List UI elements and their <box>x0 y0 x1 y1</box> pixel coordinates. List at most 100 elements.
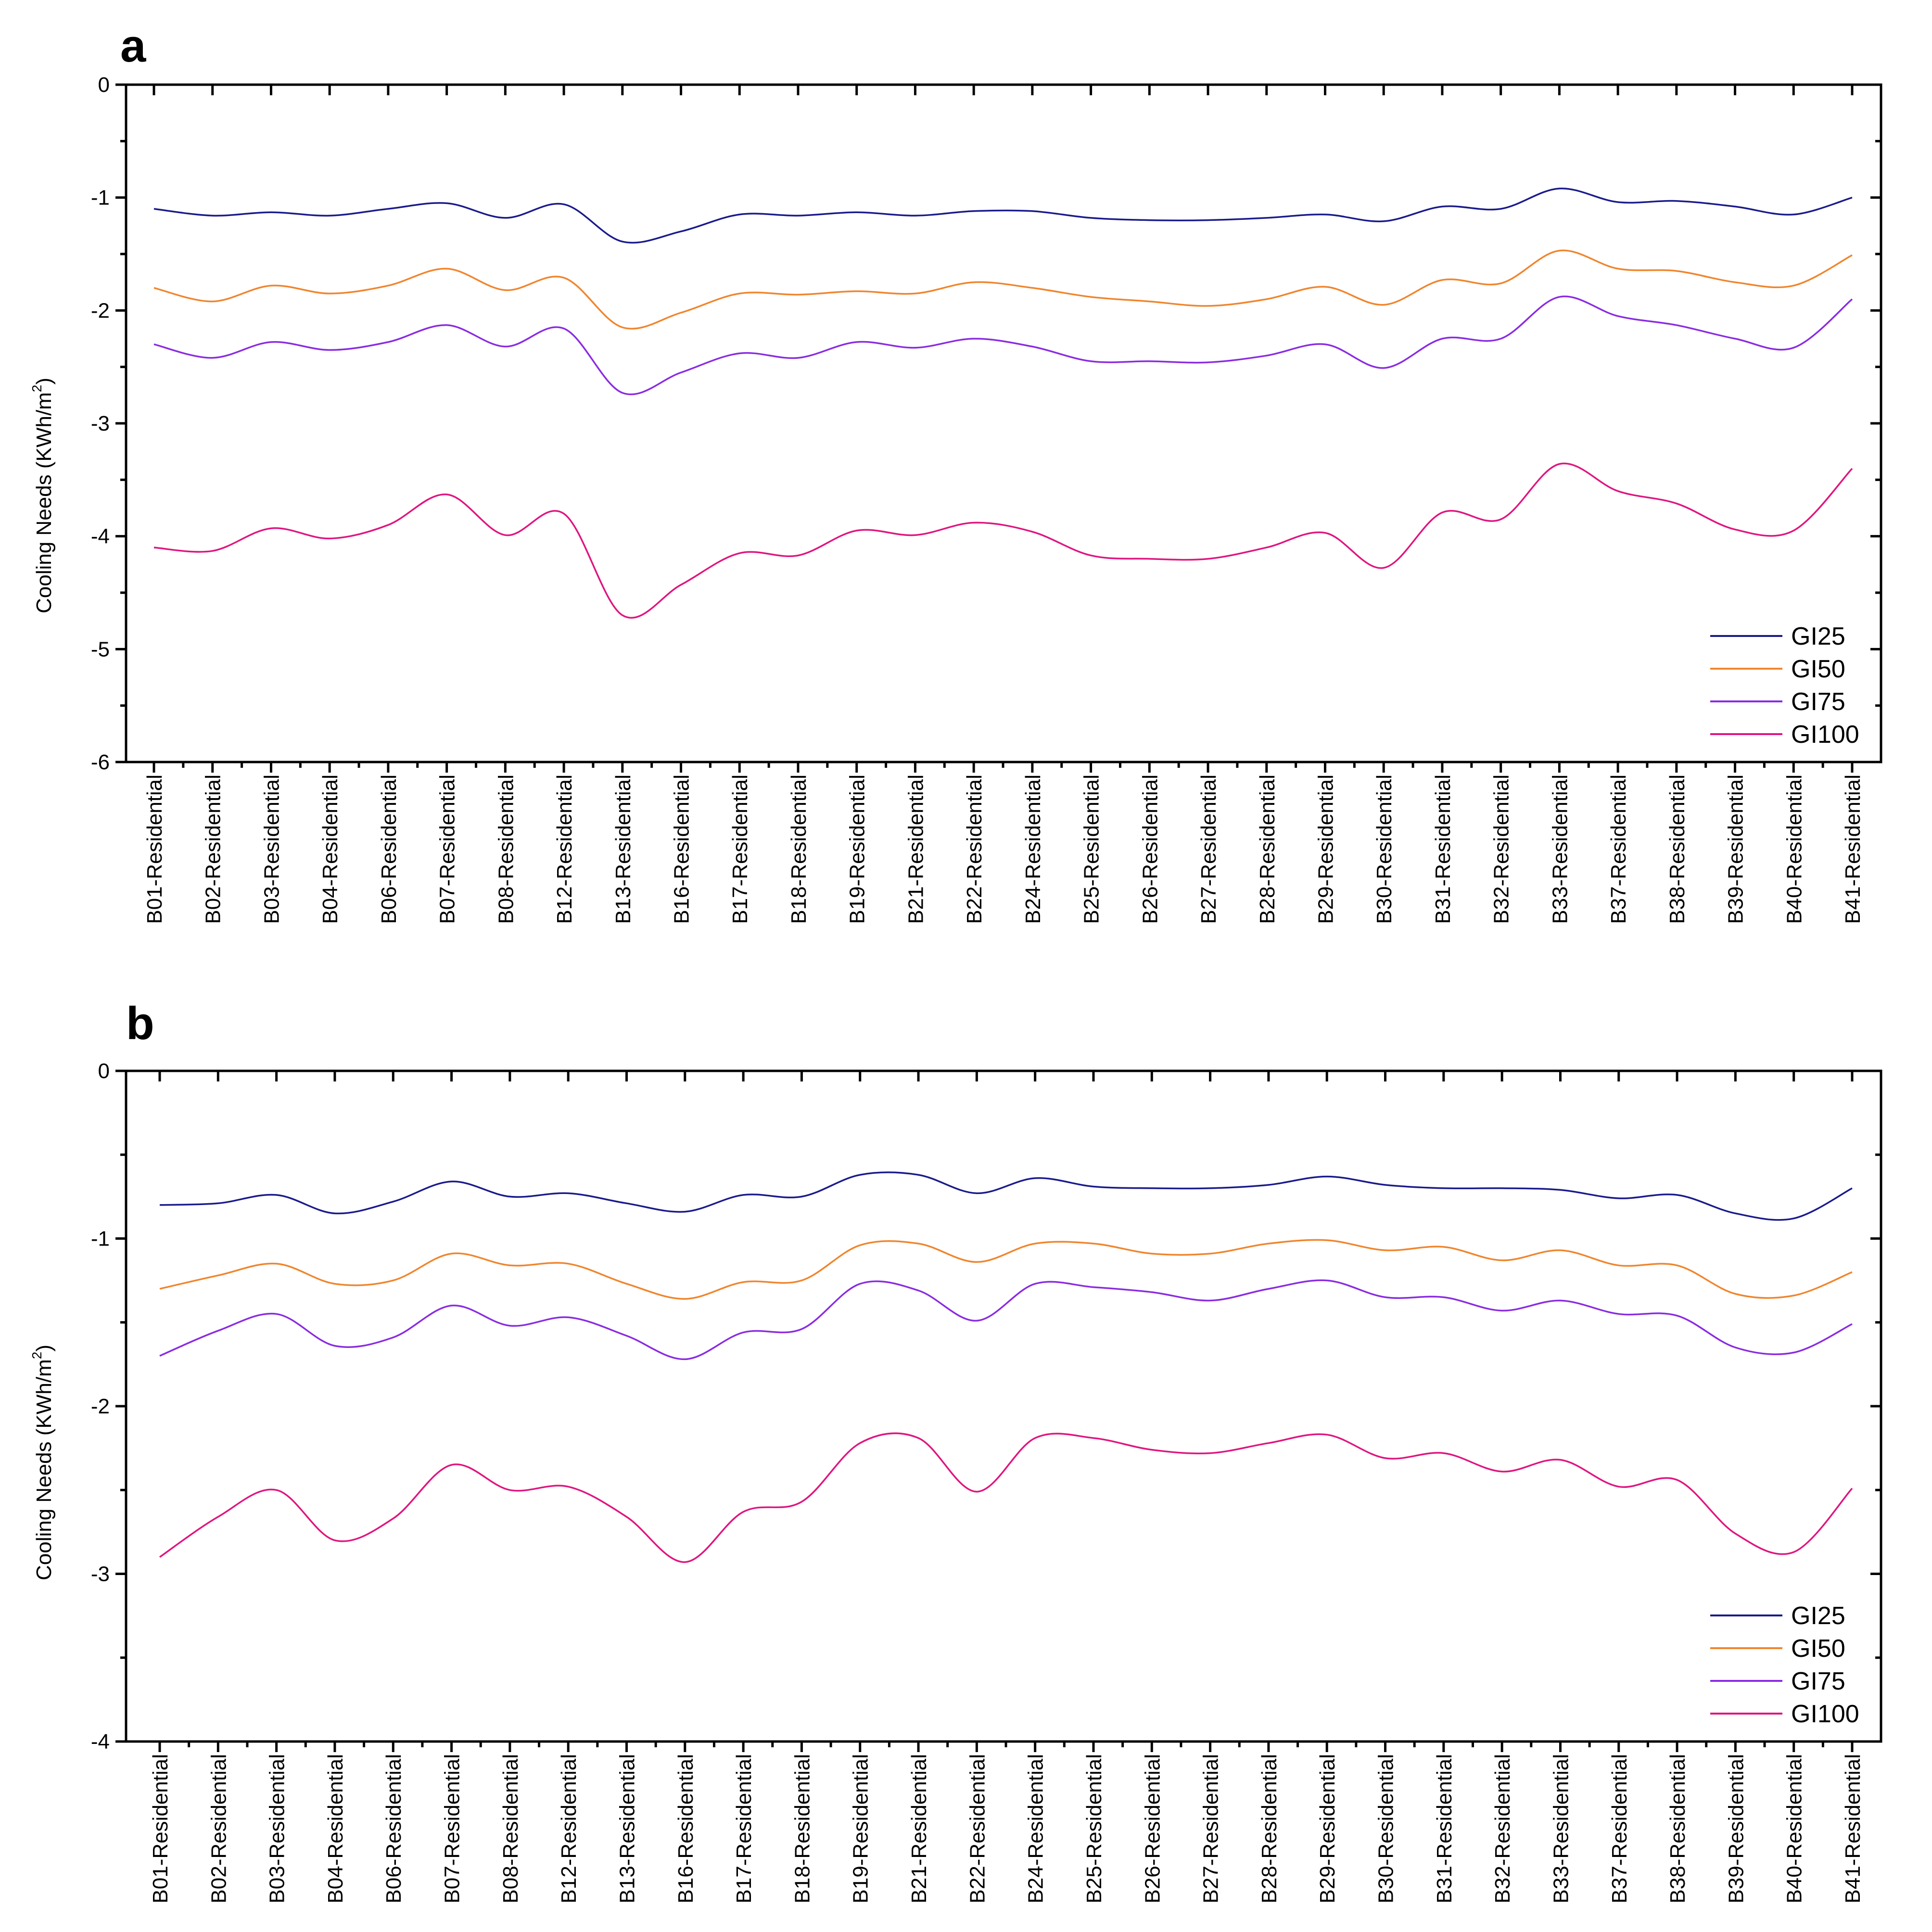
panel-a-x-tick-label: B06-Residential <box>377 775 401 924</box>
panel-b-series-gi100-line <box>159 1432 1853 1563</box>
panel-b-x-tick-label: B18-Residential <box>790 1754 814 1904</box>
panel-b-x-tick-label: B25-Residential <box>1082 1754 1106 1904</box>
panel-b-x-tick-label: B24-Residential <box>1024 1754 1048 1904</box>
panel-a-x-tick-label: B16-Residential <box>670 775 694 924</box>
panel-b-x-tick-label: B16-Residential <box>674 1754 698 1904</box>
panel-b-y-axis-label: Cooling Needs (KWh/m2) <box>29 1345 56 1580</box>
panel-a-x-ticks: B01-Residential B02-Residential B03-Reside… <box>143 85 1865 924</box>
panel-b-x-tick-label: B17-Residential <box>732 1754 756 1904</box>
panel-a-x-tick-label: B30-Residential <box>1373 775 1396 924</box>
panel-a-x-tick-label: B08-Residential <box>494 775 518 924</box>
panel-a-x-tick-label: B41-Residential <box>1841 775 1865 924</box>
panel-b-x-tick-label: B22-Residential <box>966 1754 989 1904</box>
panel-a-x-tick-label: B18-Residential <box>787 775 811 924</box>
panel-a-x-tick-label: B38-Residential <box>1665 775 1689 924</box>
panel-b-x-tick-label: B06-Residential <box>382 1754 406 1904</box>
panel-b-x-tick-label: B08-Residential <box>499 1754 522 1904</box>
panel-a-x-tick-label: B39-Residential <box>1724 775 1748 924</box>
panel-a-legend-label-gi50: GI50 <box>1791 655 1845 683</box>
panel-a-x-tick-label: B32-Residential <box>1490 775 1513 924</box>
panel-a-y-tick-label: -4 <box>91 525 110 548</box>
panel-b-x-tick-label: B12-Residential <box>557 1754 581 1904</box>
panel-a-x-tick-label: B29-Residential <box>1314 775 1337 924</box>
panel-a-x-tick-label: B40-Residential <box>1782 775 1806 924</box>
panel-a-plot-frame <box>125 83 1882 763</box>
panel-b-letter: b <box>126 998 154 1049</box>
panel-b-y-tick-label: -1 <box>91 1227 110 1251</box>
panel-a-x-tick-label: B04-Residential <box>318 775 342 924</box>
panel-b-x-ticks: B01-Residential B02-Residential B03-Reside… <box>149 1071 1865 1904</box>
panel-b: b Cooling Needs (KWh/m2) 0 -1 -2 -3 -4 B01-R… <box>29 998 1882 1904</box>
panel-b-x-tick-label: B04-Residential <box>324 1754 347 1904</box>
panel-b-plot-frame <box>125 1069 1882 1743</box>
panel-b-y-tick-label: -2 <box>91 1395 110 1418</box>
panel-a-x-tick-label: B28-Residential <box>1256 775 1279 924</box>
panel-a-x-tick-label: B12-Residential <box>553 775 576 924</box>
panel-b-x-tick-label: B19-Residential <box>849 1754 873 1904</box>
panel-a-y-tick-label: -6 <box>91 750 110 774</box>
panel-b-y-tick-label: 0 <box>98 1059 110 1083</box>
panel-b-legend-label-gi100: GI100 <box>1791 1700 1859 1728</box>
panel-b-y-tick-label: -4 <box>91 1730 110 1754</box>
panel-a-y-tick-label: 0 <box>98 73 110 97</box>
panel-b-y-axis-label-superscript: 2 <box>29 1352 44 1360</box>
panel-a-letter: a <box>120 20 146 72</box>
panel-b-series-gi25-line <box>159 1171 1853 1221</box>
panel-a-x-tick-label: B19-Residential <box>846 775 869 924</box>
panel-a-legend-label-gi25: GI25 <box>1791 623 1845 650</box>
panel-b-x-tick-label: B29-Residential <box>1316 1754 1339 1904</box>
panel-b-x-tick-label: B38-Residential <box>1666 1754 1690 1904</box>
panel-b-series-gi75-line <box>159 1279 1853 1360</box>
panel-b-x-tick-label: B27-Residential <box>1199 1754 1223 1904</box>
panel-b-x-tick-label: B31-Residential <box>1433 1754 1456 1904</box>
panel-b-x-tick-label: B41-Residential <box>1841 1754 1865 1904</box>
panel-a-legend-label-gi75: GI75 <box>1791 688 1845 716</box>
panel-a-y-tick-label: -1 <box>91 186 110 210</box>
panel-a-x-tick-label: B27-Residential <box>1197 775 1220 924</box>
panel-a-y-tick-label: -3 <box>91 412 110 435</box>
panel-b-x-tick-label: B32-Residential <box>1491 1754 1514 1904</box>
panel-a-series <box>153 188 1853 619</box>
panel-a-legend-label-gi100: GI100 <box>1791 721 1859 749</box>
panel-b-x-tick-label: B13-Residential <box>615 1754 639 1904</box>
panel-a-y-axis-label-close: ) <box>32 378 56 385</box>
panel-b-x-tick-label: B07-Residential <box>441 1754 464 1904</box>
panel-b-legend-label-gi75: GI75 <box>1791 1667 1845 1695</box>
panel-b-legend: GI25 GI50 GI75 GI100 <box>1710 1602 1859 1728</box>
panel-b-series <box>159 1171 1853 1563</box>
panel-a-x-tick-label: B33-Residential <box>1548 775 1572 924</box>
panel-a-x-tick-label: B31-Residential <box>1431 775 1455 924</box>
panel-a-x-tick-label: B03-Residential <box>260 775 283 924</box>
panel-a-x-tick-label: B24-Residential <box>1021 775 1045 924</box>
panel-a-series-gi50-line <box>153 249 1853 330</box>
panel-b-y-axis-label-close: ) <box>32 1345 56 1352</box>
panel-b-x-tick-label: B37-Residential <box>1608 1754 1631 1904</box>
panel-b-y-ticks: 0 -1 -2 -3 -4 <box>91 1059 1881 1754</box>
panel-b-legend-label-gi25: GI25 <box>1791 1602 1845 1630</box>
panel-a-x-tick-label: B13-Residential <box>611 775 635 924</box>
panel-a-legend: GI25 GI50 GI75 GI100 <box>1710 623 1859 749</box>
panel-b-x-tick-label: B02-Residential <box>207 1754 230 1904</box>
panel-a-x-tick-label: B21-Residential <box>904 775 928 924</box>
panel-a-x-tick-label: B25-Residential <box>1080 775 1104 924</box>
panel-a-series-gi75-line <box>153 295 1853 395</box>
panel-a-x-tick-label: B01-Residential <box>143 775 166 924</box>
panel-b-x-tick-label: B39-Residential <box>1724 1754 1748 1904</box>
panel-b-x-tick-label: B28-Residential <box>1258 1754 1281 1904</box>
panel-a-x-tick-label: B37-Residential <box>1607 775 1630 924</box>
panel-a-x-tick-label: B22-Residential <box>963 775 986 924</box>
panel-b-x-tick-label: B30-Residential <box>1374 1754 1398 1904</box>
panel-a-y-tick-label: -2 <box>91 299 110 322</box>
panel-a-y-axis-label-superscript: 2 <box>29 385 44 393</box>
panel-b-x-tick-label: B26-Residential <box>1141 1754 1164 1904</box>
panel-a-x-tick-label: B26-Residential <box>1138 775 1162 924</box>
panel-b-x-tick-label: B21-Residential <box>907 1754 931 1904</box>
panel-b-x-tick-label: B33-Residential <box>1549 1754 1573 1904</box>
panel-b-y-tick-label: -3 <box>91 1563 110 1586</box>
panel-b-x-tick-label: B01-Residential <box>149 1754 172 1904</box>
panel-b-x-tick-label: B40-Residential <box>1783 1754 1806 1904</box>
panel-b-series-gi50-line <box>159 1239 1853 1300</box>
panel-a-series-gi25-line <box>153 188 1853 244</box>
panel-a-y-ticks: 0 -1 -2 -3 -4 -5 -6 <box>91 73 1881 774</box>
